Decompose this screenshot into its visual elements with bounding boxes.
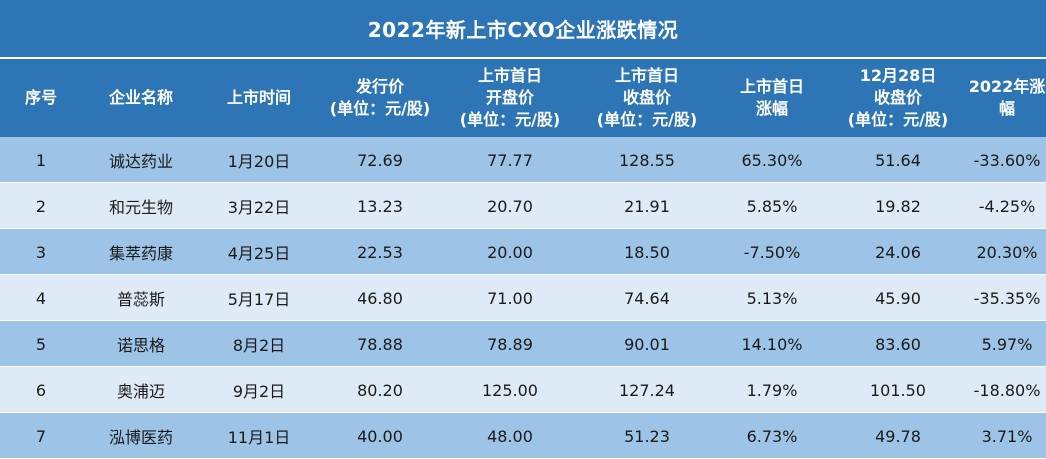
table-row: 6 奥浦迈 9月2日 80.20 125.00 127.24 1.79% 101.50 -18.… bbox=[0, 367, 1046, 413]
cell-col-issue-price: 13.23 bbox=[357, 196, 403, 216]
cell-col-close-price: 21.91 bbox=[624, 196, 670, 216]
cell-col-issue-price: 72.69 bbox=[357, 150, 403, 170]
cell-col-open-price: 20.00 bbox=[487, 242, 533, 262]
cell-col-list-date: 1月20日 bbox=[227, 152, 291, 171]
header-col-issue-price: 发行价 (单位：元/股) bbox=[329, 77, 431, 118]
table-row: 3 集萃药康 4月25日 22.53 20.00 18.50 -7.50% 24.06 20.3… bbox=[0, 229, 1046, 275]
cell-col-2022-change: 5.97% bbox=[981, 334, 1033, 354]
header-col-company: 企业名称 bbox=[108, 88, 173, 107]
cell-col-2022-change: 20.30% bbox=[976, 242, 1038, 262]
header-col-list-date: 上市时间 bbox=[226, 88, 291, 107]
cell-col-issue-price: 80.20 bbox=[357, 380, 403, 400]
cell-col-index: 6 bbox=[35, 380, 47, 400]
cell-col-first-day-change: 65.30% bbox=[741, 150, 803, 170]
cell-col-open-price: 125.00 bbox=[482, 380, 538, 400]
cell-col-open-price: 77.77 bbox=[487, 150, 533, 170]
cell-col-index: 3 bbox=[35, 242, 47, 262]
cell-col-close-price: 51.23 bbox=[624, 426, 670, 446]
cell-col-list-date: 11月1日 bbox=[227, 428, 291, 447]
table-header-row: 序号 企业名称 上市时间 发行价 (单位：元/股) 上市首日 开盘价 (单位：元/股) 上… bbox=[0, 59, 1046, 137]
cell-col-dec28-close: 24.06 bbox=[875, 242, 921, 262]
cell-col-company: 集萃药康 bbox=[108, 244, 173, 263]
cell-col-index: 1 bbox=[35, 150, 47, 170]
cell-col-index: 5 bbox=[35, 334, 47, 354]
header-col-index: 序号 bbox=[24, 88, 57, 107]
cell-col-first-day-change: -7.50% bbox=[743, 242, 801, 262]
cell-col-company: 和元生物 bbox=[108, 198, 173, 217]
cell-col-2022-change: -33.60% bbox=[973, 150, 1041, 170]
cell-col-list-date: 8月2日 bbox=[232, 336, 286, 355]
cell-col-index: 4 bbox=[35, 288, 47, 308]
cell-col-dec28-close: 83.60 bbox=[875, 334, 921, 354]
cell-col-index: 7 bbox=[35, 426, 47, 446]
cell-col-open-price: 78.89 bbox=[487, 334, 533, 354]
table-body: 1 诚达药业 1月20日 72.69 77.77 128.55 65.30% 51.64 -33… bbox=[0, 137, 1046, 459]
cell-col-company: 诺思格 bbox=[116, 336, 165, 355]
cell-col-dec28-close: 51.64 bbox=[875, 150, 921, 170]
table-row: 7 泓博医药 11月1日 40.00 48.00 51.23 6.73% 49.78 3.71% bbox=[0, 413, 1046, 459]
cell-col-company: 泓博医药 bbox=[108, 428, 173, 447]
cell-col-first-day-change: 5.13% bbox=[746, 288, 798, 308]
cell-col-close-price: 127.24 bbox=[619, 380, 675, 400]
cell-col-2022-change: 3.71% bbox=[981, 426, 1033, 446]
header-col-dec28-close: 12月28日 收盘价 (单位：元/股) bbox=[847, 66, 949, 129]
cell-col-index: 2 bbox=[35, 196, 47, 216]
cell-col-company: 奥浦迈 bbox=[116, 382, 165, 401]
table-row: 1 诚达药业 1月20日 72.69 77.77 128.55 65.30% 51.64 -33… bbox=[0, 137, 1046, 183]
table-row: 4 普蕊斯 5月17日 46.80 71.00 74.64 5.13% 45.90 -35.35… bbox=[0, 275, 1046, 321]
cell-col-open-price: 20.70 bbox=[487, 196, 533, 216]
cell-col-close-price: 128.55 bbox=[619, 150, 675, 170]
cell-col-first-day-change: 14.10% bbox=[741, 334, 803, 354]
table-row: 5 诺思格 8月2日 78.88 78.89 90.01 14.10% 83.60 5.97% bbox=[0, 321, 1046, 367]
cell-col-issue-price: 22.53 bbox=[357, 242, 403, 262]
cell-col-list-date: 3月22日 bbox=[227, 198, 291, 217]
cell-col-first-day-change: 1.79% bbox=[746, 380, 798, 400]
cell-col-company: 诚达药业 bbox=[108, 152, 173, 171]
cell-col-list-date: 4月25日 bbox=[227, 244, 291, 263]
cell-col-list-date: 5月17日 bbox=[227, 290, 291, 309]
cell-col-first-day-change: 5.85% bbox=[746, 196, 798, 216]
cell-col-dec28-close: 45.90 bbox=[875, 288, 921, 308]
cell-col-dec28-close: 101.50 bbox=[870, 380, 926, 400]
header-col-open-price: 上市首日 开盘价 (单位：元/股) bbox=[459, 66, 561, 129]
cell-col-2022-change: -35.35% bbox=[973, 288, 1041, 308]
cell-col-close-price: 18.50 bbox=[624, 242, 670, 262]
cell-col-2022-change: -4.25% bbox=[978, 196, 1036, 216]
cell-col-company: 普蕊斯 bbox=[116, 290, 165, 309]
cell-col-2022-change: -18.80% bbox=[973, 380, 1041, 400]
cell-col-issue-price: 46.80 bbox=[357, 288, 403, 308]
cell-col-issue-price: 78.88 bbox=[357, 334, 403, 354]
cell-col-open-price: 71.00 bbox=[487, 288, 533, 308]
cell-col-close-price: 74.64 bbox=[624, 288, 670, 308]
cell-col-dec28-close: 49.78 bbox=[875, 426, 921, 446]
header-col-close-price: 上市首日 收盘价 (单位：元/股) bbox=[596, 66, 698, 129]
cell-col-open-price: 48.00 bbox=[487, 426, 533, 446]
cell-col-first-day-change: 6.73% bbox=[746, 426, 798, 446]
cell-col-list-date: 9月2日 bbox=[232, 382, 286, 401]
header-col-2022-change: 2022年涨幅 bbox=[968, 77, 1046, 118]
cell-col-issue-price: 40.00 bbox=[357, 426, 403, 446]
header-col-first-day-change: 上市首日 涨幅 bbox=[739, 77, 804, 118]
table-title: 2022年新上市CXO企业涨跌情况 bbox=[0, 0, 1046, 59]
cell-col-dec28-close: 19.82 bbox=[875, 196, 921, 216]
table-row: 2 和元生物 3月22日 13.23 20.70 21.91 5.85% 19.82 -4.25… bbox=[0, 183, 1046, 229]
cell-col-close-price: 90.01 bbox=[624, 334, 670, 354]
